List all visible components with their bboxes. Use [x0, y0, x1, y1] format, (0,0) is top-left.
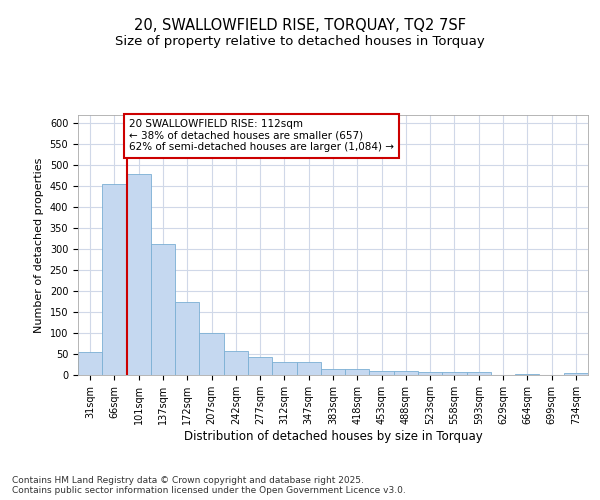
Bar: [151, 244, 175, 375]
Bar: [127, 174, 151, 375]
Bar: [515, 374, 539, 375]
Bar: [78, 352, 102, 375]
Bar: [345, 368, 370, 375]
Bar: [272, 362, 296, 375]
Y-axis label: Number of detached properties: Number of detached properties: [34, 158, 44, 332]
Bar: [418, 372, 442, 375]
Text: 20 SWALLOWFIELD RISE: 112sqm
← 38% of detached houses are smaller (657)
62% of s: 20 SWALLOWFIELD RISE: 112sqm ← 38% of de…: [129, 119, 394, 152]
X-axis label: Distribution of detached houses by size in Torquay: Distribution of detached houses by size …: [184, 430, 482, 443]
Bar: [394, 371, 418, 375]
Bar: [564, 374, 588, 375]
Text: Size of property relative to detached houses in Torquay: Size of property relative to detached ho…: [115, 35, 485, 48]
Bar: [102, 184, 127, 375]
Bar: [199, 333, 224, 375]
Bar: [370, 371, 394, 375]
Bar: [467, 372, 491, 375]
Bar: [224, 350, 248, 375]
Bar: [321, 368, 345, 375]
Bar: [442, 372, 467, 375]
Bar: [296, 362, 321, 375]
Text: 20, SWALLOWFIELD RISE, TORQUAY, TQ2 7SF: 20, SWALLOWFIELD RISE, TORQUAY, TQ2 7SF: [134, 18, 466, 32]
Text: Contains HM Land Registry data © Crown copyright and database right 2025.
Contai: Contains HM Land Registry data © Crown c…: [12, 476, 406, 495]
Bar: [175, 302, 199, 375]
Bar: [248, 358, 272, 375]
